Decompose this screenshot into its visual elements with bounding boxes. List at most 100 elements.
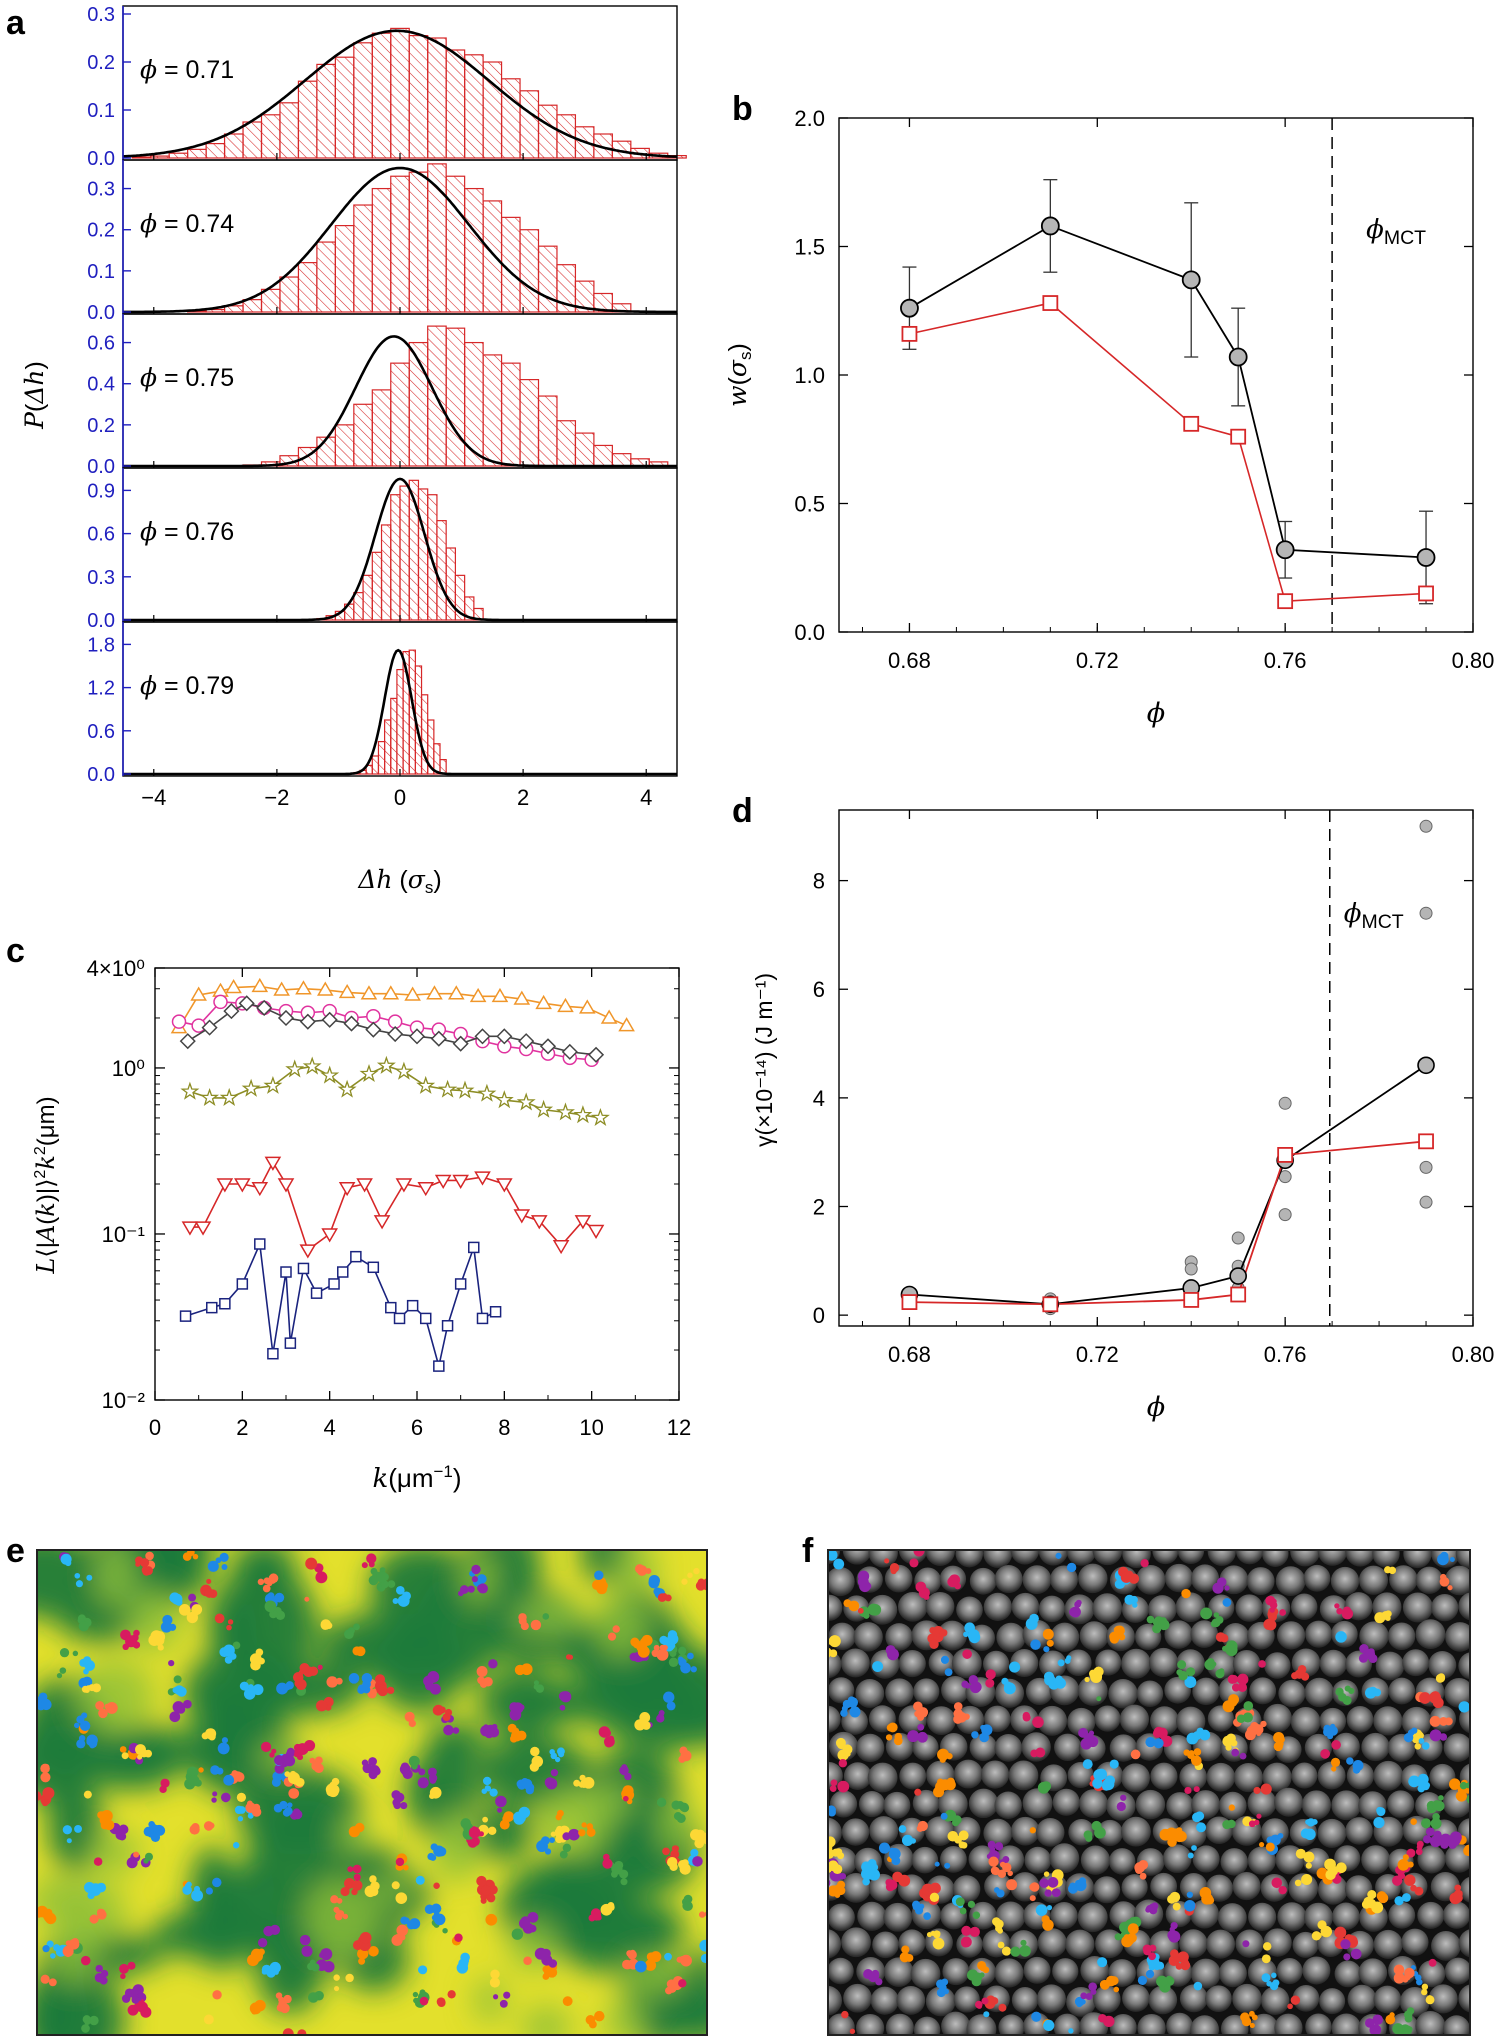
particle-dot — [1374, 1819, 1381, 1826]
triangle-up-marker — [535, 994, 552, 1010]
particle-dot — [83, 1668, 89, 1675]
colloid-particle — [1472, 1679, 1499, 1706]
particle-dot — [1421, 1818, 1432, 1829]
particle-dot — [1227, 1821, 1233, 1827]
particle-dot — [406, 1920, 416, 1930]
diamond-marker — [277, 1009, 295, 1027]
particle-dot — [955, 1816, 962, 1824]
star-marker — [263, 1075, 283, 1094]
square-marker — [468, 1241, 480, 1254]
colloid-particle — [1304, 1677, 1334, 1708]
particle-dot — [404, 1711, 415, 1722]
particle-dot — [699, 1939, 707, 1952]
particle-dot — [958, 1830, 969, 1841]
histogram-bar — [371, 32, 392, 159]
particle-dot — [914, 1903, 921, 1910]
particle-dot — [274, 1763, 285, 1774]
colloid-particle — [1078, 1563, 1108, 1594]
chart-histograms-a: 0.0 0.1 0.2 0.3 ϕ = 0.71 0.0 0.1 0.2 0.3 ϕ = 0.74… — [20, 4, 687, 897]
colloid-particle — [869, 1816, 899, 1846]
particle-dot — [1404, 1967, 1415, 1979]
diamond-marker — [343, 1015, 360, 1032]
particle-dot — [143, 1826, 154, 1837]
colloid-particle — [1080, 1845, 1111, 1875]
square-marker — [441, 1320, 454, 1332]
particle-dot — [1152, 1624, 1162, 1634]
particle-dot — [1340, 1696, 1347, 1702]
grey-scatter-point — [1278, 1096, 1292, 1110]
particle-dot — [840, 1709, 848, 1717]
histogram-bar — [279, 276, 300, 313]
colloid-particle — [1152, 1550, 1179, 1565]
particle-dot — [1118, 1633, 1126, 1641]
particle-dot — [1172, 1902, 1181, 1911]
particle-dot — [828, 1878, 831, 1887]
particle-dot — [431, 1676, 437, 1682]
particle-dot — [1029, 1882, 1040, 1892]
colloid-particle — [1093, 1985, 1121, 2014]
colloid-particle — [937, 1789, 968, 1819]
colloid-particle — [1096, 1819, 1123, 1847]
particle-dot — [1007, 1870, 1013, 1877]
particle-dot — [1301, 1873, 1313, 1885]
particle-dot — [1217, 1577, 1227, 1587]
particle-dot — [998, 2003, 1007, 2012]
particle-dot — [1435, 1673, 1445, 1683]
colloid-particle — [1052, 1788, 1080, 1816]
colloid-particle — [1332, 1732, 1360, 1761]
particle-dot — [857, 1607, 864, 1614]
triangle-down-marker — [264, 1156, 282, 1171]
particle-dot — [1397, 1859, 1410, 1871]
colloid-particle — [828, 1903, 855, 1932]
particle-dot — [1407, 1861, 1414, 1868]
particle-dot — [336, 1898, 343, 1904]
particle-dot — [226, 1624, 232, 1631]
particle-dot — [885, 1882, 895, 1892]
colloid-particle — [855, 1733, 885, 1763]
colloid-particle — [1429, 1763, 1456, 1790]
panel-label-f: f — [802, 1532, 814, 1570]
histogram-bar — [482, 61, 503, 159]
colloid-particle — [966, 2014, 997, 2035]
particle-dot — [559, 1704, 566, 1711]
particle-dot — [961, 1925, 972, 1936]
particle-dot — [273, 1969, 279, 1975]
particle-dot — [1404, 2014, 1413, 2023]
particle-dot — [645, 1568, 652, 1575]
particle-dot — [833, 1558, 845, 1570]
colloid-particle — [1305, 2013, 1332, 2035]
particle-dot — [352, 1864, 362, 1874]
particle-dot — [232, 1842, 240, 1849]
panel-label-c: c — [6, 932, 25, 970]
particle-dot — [562, 1996, 573, 2007]
particle-dot — [1372, 2014, 1383, 2026]
particle-dot — [1170, 1949, 1179, 1958]
colloid-particle — [1011, 1592, 1040, 1621]
particle-dot — [42, 1787, 55, 1800]
colloid-particle — [1220, 1848, 1248, 1876]
tick-label: 0.80 — [1452, 1342, 1495, 1367]
particle-dot — [119, 1963, 129, 1974]
particle-dot — [1458, 1701, 1470, 1713]
colloid-particle — [828, 1705, 841, 1733]
particle-dot — [1039, 1784, 1046, 1791]
histogram-bar — [353, 403, 373, 467]
particle-dot — [1186, 1732, 1199, 1745]
particle-dot — [127, 1961, 136, 1970]
particle-dot — [471, 1576, 478, 1583]
particle-dot — [44, 1913, 53, 1923]
particle-dot — [1109, 1976, 1119, 1986]
tick-label: 0.80 — [1452, 648, 1495, 673]
particle-dot — [983, 2011, 990, 2018]
particle-dot — [1193, 1748, 1202, 1756]
particle-dot — [626, 1950, 633, 1957]
colloid-particle — [1458, 1592, 1470, 1621]
particle-dot — [182, 1885, 192, 1895]
triangle-down-marker — [277, 1178, 295, 1193]
triangle-down-marker — [321, 1228, 338, 1243]
particle-dot — [1145, 1969, 1155, 1979]
particle-dot — [477, 1676, 485, 1685]
tick-label: 8 — [813, 869, 825, 894]
particle-dot — [334, 1912, 343, 1921]
particle-dot — [838, 1759, 848, 1768]
